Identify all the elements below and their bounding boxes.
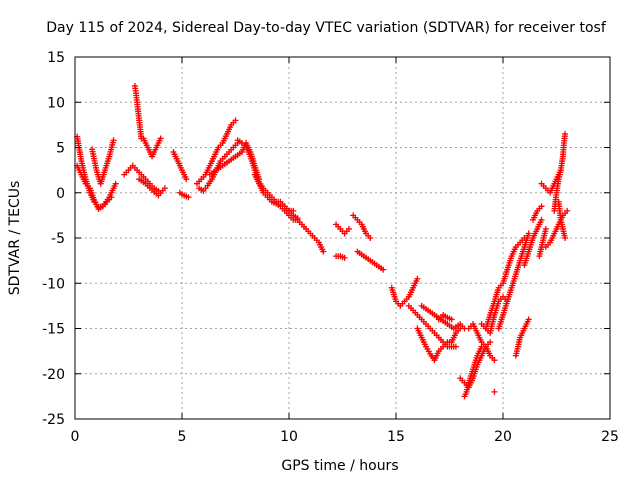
series-s6 — [140, 135, 164, 160]
series-s22 — [414, 325, 464, 364]
x-tick-label: 15 — [387, 429, 405, 445]
data-point — [452, 343, 459, 350]
data-point — [110, 137, 117, 144]
data-marks — [74, 82, 571, 400]
data-point — [161, 185, 168, 192]
x-tick-label: 25 — [601, 429, 619, 445]
series-s30 — [512, 316, 532, 359]
data-point — [504, 298, 511, 305]
series-s31 — [521, 216, 545, 269]
data-point — [380, 266, 387, 273]
series-s38 — [491, 388, 498, 395]
data-point — [525, 316, 532, 323]
x-tick-label: 0 — [71, 429, 80, 445]
data-point — [487, 339, 494, 346]
data-point — [345, 225, 352, 232]
y-tick-label: -25 — [42, 412, 65, 428]
data-point — [157, 135, 164, 142]
x-tick-label: 20 — [494, 429, 512, 445]
x-tick-label: 10 — [280, 429, 298, 445]
series-s5 — [131, 82, 145, 142]
x-axis-title: GPS time / hours — [281, 458, 398, 474]
series-s7 — [136, 176, 168, 199]
series-s3 — [89, 137, 117, 187]
y-tick-label: -20 — [42, 367, 65, 383]
series-s27 — [482, 235, 528, 332]
data-point — [320, 248, 327, 255]
axis-ticks — [74, 56, 611, 420]
series-s14 — [251, 171, 301, 223]
data-point — [183, 176, 190, 183]
series-s20 — [388, 275, 421, 309]
y-tick-label: -5 — [51, 231, 65, 247]
y-tick-label: 5 — [56, 141, 65, 157]
data-point — [562, 235, 569, 241]
series-s16 — [333, 253, 348, 261]
series-s36 — [551, 130, 569, 214]
series-s8 — [170, 149, 190, 183]
series-s32 — [529, 203, 545, 223]
data-point — [448, 316, 455, 323]
chart-title: Day 115 of 2024, Sidereal Day-to-day VTE… — [46, 20, 607, 36]
series-s26 — [465, 320, 498, 364]
data-point — [414, 275, 421, 282]
series-s19 — [354, 248, 387, 273]
series-s18 — [350, 212, 374, 241]
data-point — [185, 194, 192, 201]
series-s9 — [176, 189, 192, 201]
series-s37 — [555, 198, 569, 241]
y-tick-label: 10 — [47, 95, 65, 111]
series-s40 — [435, 311, 455, 323]
data-point — [538, 216, 545, 223]
series-s23 — [418, 302, 468, 332]
y-tick-label: 15 — [47, 50, 65, 66]
data-point — [491, 357, 498, 364]
y-tick-label: 0 — [56, 186, 65, 202]
series-s25 — [461, 343, 485, 400]
data-point — [367, 235, 374, 241]
tick-labels: 0 5 10 15 20 25 -25 -20 -15 -10 -5 0 5 10 15 — [42, 50, 619, 445]
data-point — [341, 254, 348, 261]
data-point — [564, 207, 571, 214]
series-s10 — [193, 117, 239, 187]
y-axis-title: SDTVAR / TECUs — [7, 181, 23, 296]
y-tick-label: -10 — [42, 276, 65, 292]
data-point — [232, 117, 239, 124]
series-s17 — [333, 221, 352, 237]
data-point — [542, 225, 549, 232]
data-point — [562, 130, 569, 137]
y-tick-label: -15 — [42, 322, 65, 338]
series-s2 — [74, 162, 119, 213]
grid-lines — [75, 57, 610, 419]
data-point — [112, 180, 119, 187]
data-point — [491, 388, 498, 395]
data-point — [294, 215, 301, 222]
x-tick-label: 5 — [178, 429, 187, 445]
series-s29 — [478, 293, 511, 337]
series-s15 — [294, 216, 327, 255]
data-point — [538, 203, 545, 210]
data-point — [525, 230, 532, 237]
series-s39 — [281, 203, 301, 222]
